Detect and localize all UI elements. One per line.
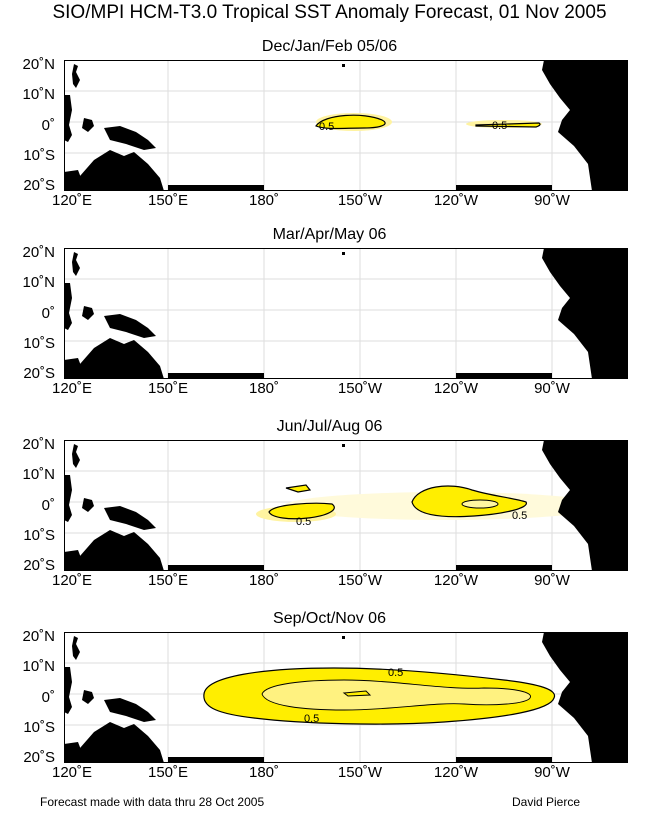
lat-label-20n: 20˚N [22, 244, 55, 261]
map-frame: 0.5 0.5 [64, 440, 628, 571]
forecast-panel-jja: Jun/Jul/Aug 06 20˚N 10˚N 0˚ 10˚S 20˚S 0.… [0, 380, 659, 589]
contour-label: 0.5 [296, 516, 311, 528]
lat-label-10n: 10˚N [22, 274, 55, 291]
lon-label-120w: 120˚W [433, 764, 479, 781]
lon-label-150e: 150˚E [147, 764, 189, 781]
lat-label-20s: 20˚S [23, 749, 55, 766]
lon-label-120w: 120˚W [433, 572, 479, 589]
ocean-axis-bar [168, 757, 552, 763]
season-title: Dec/Jan/Feb 05/06 [261, 38, 398, 55]
lon-label-180: 180˚ [248, 572, 280, 589]
lat-label-10s: 10˚S [23, 719, 55, 736]
lon-label-120w: 120˚W [433, 380, 479, 397]
lon-label-90w: 90˚W [534, 380, 570, 397]
anomaly-shading [315, 113, 542, 131]
lat-label-10n: 10˚N [22, 658, 55, 675]
lon-label-150e: 150˚E [147, 380, 189, 397]
lat-label-10s: 10˚S [23, 335, 55, 352]
lon-label-120e: 120˚E [51, 192, 93, 209]
lon-label-150w: 150˚W [337, 764, 383, 781]
lon-label-180: 180˚ [248, 764, 280, 781]
lat-label-eq: 0˚ [41, 305, 55, 322]
lat-label-10n: 10˚N [22, 86, 55, 103]
map-frame [64, 248, 628, 379]
contour-label: 0.5 [304, 713, 319, 725]
lon-label-90w: 90˚W [534, 572, 570, 589]
land-masses [64, 440, 628, 571]
contour-label: 0.5 [512, 510, 527, 522]
anomaly-shading [203, 667, 556, 725]
lon-label-150w: 150˚W [337, 572, 383, 589]
ocean-axis-bar [168, 565, 552, 571]
lon-label-120e: 120˚E [51, 764, 93, 781]
lat-label-10s: 10˚S [23, 147, 55, 164]
contour-label: 0.5 [388, 667, 403, 679]
season-title: Mar/Apr/May 06 [272, 226, 387, 243]
forecast-panel-son: Sep/Oct/Nov 06 20˚N 10˚N 0˚ 10˚S 20˚S 0.… [0, 572, 659, 781]
lat-label-20s: 20˚S [23, 177, 55, 194]
lat-label-eq: 0˚ [41, 497, 55, 514]
map-frame: 0.5 0.5 [64, 60, 628, 191]
map-frame: 0.5 0.5 [64, 632, 628, 763]
contour-label: 0.5 [492, 120, 507, 132]
lon-label-150w: 150˚W [337, 380, 383, 397]
lat-label-10n: 10˚N [22, 466, 55, 483]
lon-label-90w: 90˚W [534, 764, 570, 781]
ocean-axis-bar [168, 373, 552, 379]
lon-label-180: 180˚ [248, 380, 280, 397]
lat-label-10s: 10˚S [23, 527, 55, 544]
lon-label-150e: 150˚E [147, 192, 189, 209]
lat-label-eq: 0˚ [41, 117, 55, 134]
forecast-panel-mam: Mar/Apr/May 06 20˚N 10˚N 0˚ 10˚S 20˚S 12… [0, 188, 659, 397]
lat-label-eq: 0˚ [41, 689, 55, 706]
author-credit: David Pierce [512, 795, 581, 809]
lon-label-90w: 90˚W [534, 192, 570, 209]
land-masses [64, 60, 628, 191]
lat-label-20n: 20˚N [22, 436, 55, 453]
land-masses [64, 632, 628, 763]
lon-label-180: 180˚ [248, 192, 280, 209]
season-title: Sep/Oct/Nov 06 [273, 610, 386, 627]
contour-label: 0.5 [319, 121, 334, 133]
forecast-note: Forecast made with data thru 28 Oct 2005 [40, 795, 265, 809]
lat-label-20s: 20˚S [23, 365, 55, 382]
figure-title: SIO/MPI HCM-T3.0 Tropical SST Anomaly Fo… [52, 2, 607, 23]
lon-label-120e: 120˚E [51, 380, 93, 397]
lon-label-120w: 120˚W [433, 192, 479, 209]
grid-lines [64, 248, 628, 379]
lat-label-20n: 20˚N [22, 628, 55, 645]
lon-label-150w: 150˚W [337, 192, 383, 209]
forecast-panel-djf: Dec/Jan/Feb 05/06 20˚N 10˚N 0˚ 10˚S 20˚S… [0, 0, 659, 209]
lat-label-20n: 20˚N [22, 56, 55, 73]
lon-label-150e: 150˚E [147, 572, 189, 589]
ocean-axis-bar [168, 185, 552, 191]
lat-label-20s: 20˚S [23, 557, 55, 574]
season-title: Jun/Jul/Aug 06 [276, 418, 383, 435]
lon-label-120e: 120˚E [51, 572, 93, 589]
land-masses [64, 248, 628, 379]
anomaly-shading [256, 484, 604, 522]
